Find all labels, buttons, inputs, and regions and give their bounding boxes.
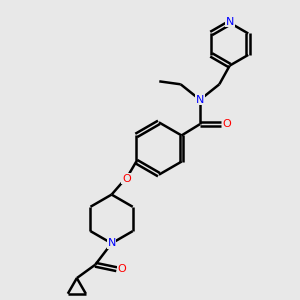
Text: O: O (222, 119, 231, 129)
Text: N: N (107, 238, 116, 248)
Text: N: N (196, 95, 204, 105)
Text: N: N (226, 16, 234, 27)
Text: O: O (122, 174, 131, 184)
Text: O: O (118, 264, 126, 274)
